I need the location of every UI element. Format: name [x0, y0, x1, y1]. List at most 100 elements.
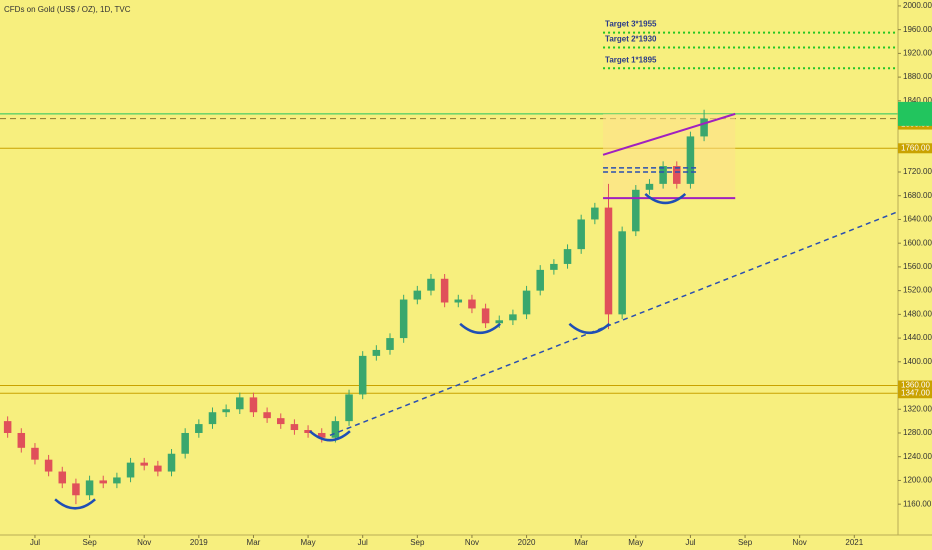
candle-body [645, 183, 654, 190]
y-tick-label: 1720.00 [903, 167, 932, 176]
x-tick-label: 2019 [190, 538, 208, 547]
candle-body [31, 447, 39, 460]
candle-body [686, 136, 695, 184]
candle-body [290, 424, 299, 431]
x-tick-label: Mar [574, 538, 588, 547]
target-label: Target 2*1930 [605, 35, 657, 44]
price-badge-label: 1347.00 [901, 388, 930, 397]
candle-body [550, 263, 558, 270]
candle-body [249, 397, 258, 413]
candle-body [673, 166, 681, 184]
candle-body [99, 480, 107, 484]
y-tick-label: 1560.00 [903, 262, 932, 271]
candle-body [167, 453, 176, 472]
x-tick-label: Jul [358, 538, 368, 547]
candle-body [399, 299, 408, 339]
candle-body [522, 290, 531, 315]
bottom-arc [309, 430, 351, 442]
y-tick-label: 1320.00 [903, 404, 932, 413]
candle-body [304, 430, 312, 433]
candle-body [440, 278, 449, 303]
y-tick-label: 1240.00 [903, 452, 932, 461]
candle-body [386, 338, 394, 350]
chart-title: CFDs on Gold (US$ / OZ), 1D, TVC [4, 5, 131, 14]
wedge-box [603, 113, 736, 199]
candle-body [222, 409, 230, 413]
y-tick-label: 1640.00 [903, 215, 932, 224]
x-tick-label: May [301, 538, 316, 547]
candle-body [236, 397, 244, 410]
x-tick-label: Nov [793, 538, 807, 547]
candle-body [700, 118, 708, 137]
candle-body [72, 483, 80, 496]
x-tick-label: 2021 [845, 538, 863, 547]
y-tick-label: 1840.00 [903, 96, 932, 105]
candle-body [181, 432, 189, 454]
price-badge [898, 143, 932, 154]
candle-body [113, 477, 121, 484]
y-tick-label: 1160.00 [903, 499, 932, 508]
y-tick-label: 1680.00 [903, 191, 932, 200]
candle-body [536, 269, 544, 291]
target-label: Target 3*1955 [605, 20, 657, 29]
bottom-arc [568, 322, 611, 335]
price-axis-panel [898, 0, 932, 550]
candle-body [563, 249, 572, 264]
candle-body [154, 465, 162, 472]
x-tick-label: Jul [30, 538, 40, 547]
x-tick-label: May [628, 538, 643, 547]
y-tick-label: 1200.00 [903, 476, 932, 485]
y-tick-label: 2000.00 [903, 1, 932, 10]
plot-area: Target 3*1955 Target 2*1930 Target 1*1895 [0, 20, 932, 510]
current-price-badge [898, 101, 932, 126]
x-tick-label: Jul [685, 538, 695, 547]
candle-body [427, 278, 435, 291]
price-badge [898, 380, 932, 391]
x-tick-label: Sep [410, 538, 425, 547]
candle-body [195, 424, 203, 433]
candle-body [509, 314, 517, 321]
candle-body [140, 462, 148, 466]
price-badge-label: 1360.00 [901, 381, 930, 390]
candle-body [604, 207, 613, 315]
x-tick-label: Nov [137, 538, 151, 547]
y-tick-label: 1880.00 [903, 72, 932, 81]
candle-body [277, 418, 285, 425]
y-tick-label: 1520.00 [903, 286, 932, 295]
candle-body [317, 432, 326, 438]
y-tick-label: 1400.00 [903, 357, 932, 366]
candle-body [577, 219, 585, 250]
candle-body [481, 308, 490, 324]
x-tick-label: Nov [465, 538, 479, 547]
price-badge-label: 1760.00 [901, 143, 930, 152]
candle-body [331, 421, 340, 438]
candle-body [413, 290, 422, 300]
candle-body [659, 166, 667, 184]
candle-body [44, 459, 53, 472]
bottom-arc [644, 192, 687, 205]
y-tick-label: 1440.00 [903, 333, 932, 342]
x-tick-label: Mar [247, 538, 261, 547]
candle-body [632, 189, 640, 232]
bottom-arc [459, 322, 501, 335]
candle-body [17, 432, 26, 448]
candle-body [454, 299, 463, 303]
y-tick-label: 1480.00 [903, 309, 932, 318]
bottom-arc [54, 498, 96, 510]
wedge-line [602, 112, 736, 156]
y-tick-label: 1600.00 [903, 238, 932, 247]
candle-body [208, 412, 217, 425]
x-tick-label: Sep [82, 538, 97, 547]
candle-body [263, 412, 271, 419]
y-tick-label: 1280.00 [903, 428, 932, 437]
price-badge [898, 388, 932, 399]
candle-body [3, 421, 12, 433]
candle-body [495, 320, 504, 324]
y-tick-label: 1960.00 [903, 25, 932, 34]
candle-body [58, 471, 67, 484]
x-tick-label: Sep [738, 538, 753, 547]
candle-body [372, 349, 381, 356]
candle-body [358, 355, 367, 395]
